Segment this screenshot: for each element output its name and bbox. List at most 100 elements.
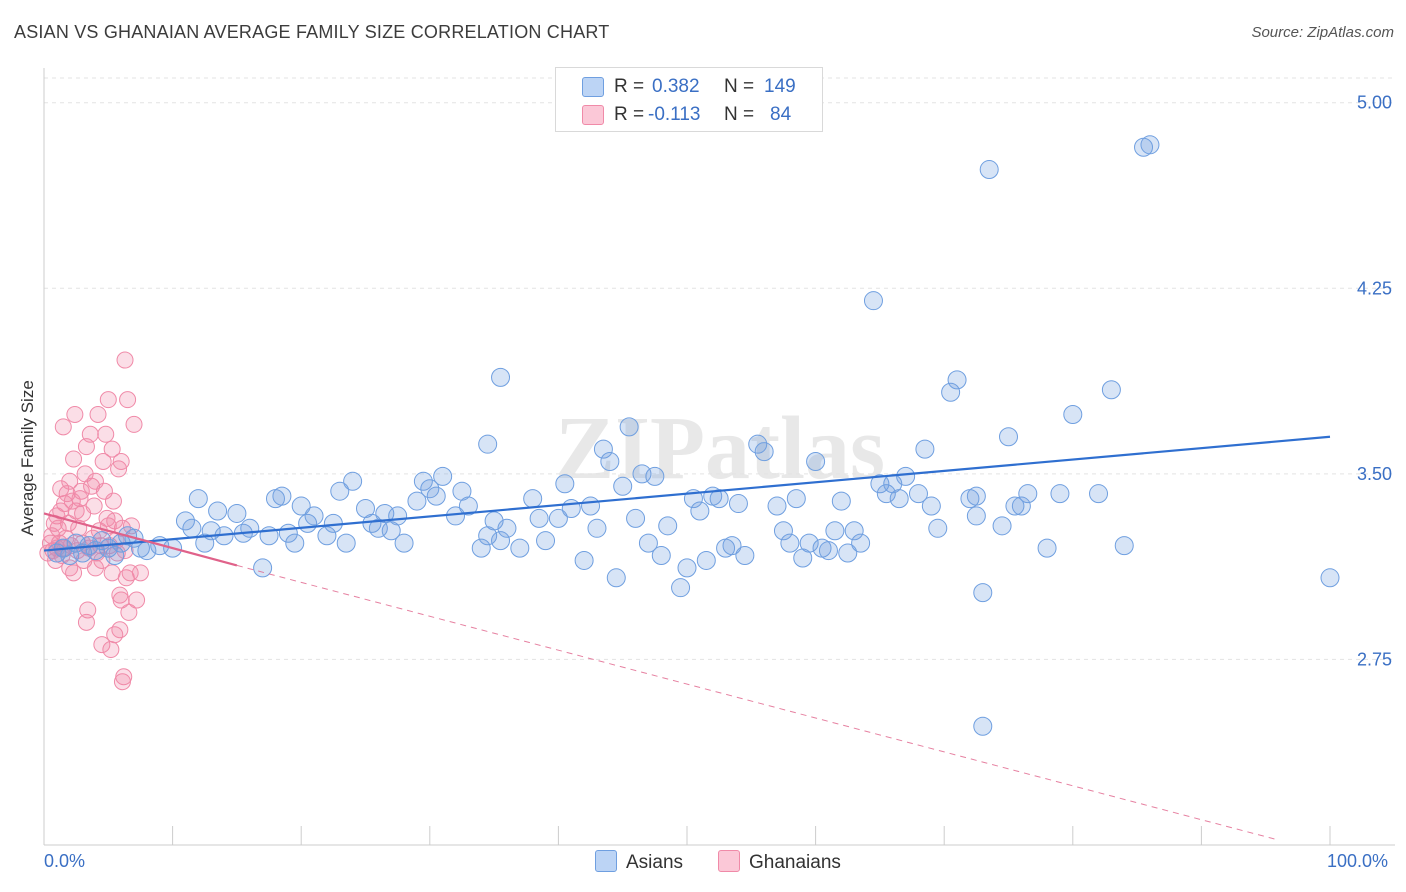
ghanaian-point bbox=[119, 391, 137, 409]
asian-point bbox=[600, 452, 620, 471]
asian-point bbox=[947, 370, 967, 390]
ghanaian-point bbox=[66, 405, 84, 423]
ghanaian-point bbox=[103, 440, 121, 458]
asian-point bbox=[227, 503, 247, 523]
asian-point bbox=[1140, 135, 1160, 155]
ghanaian-point bbox=[97, 425, 115, 443]
bottom-legend-asians: Asians bbox=[595, 850, 683, 874]
ghanaian-points bbox=[39, 351, 149, 691]
y-tick-labels: 2.75 3.50 4.25 5.00 bbox=[1357, 93, 1392, 670]
ghanaian-trend-line bbox=[43, 512, 238, 567]
x-tick-label-max: 100.0% bbox=[1327, 851, 1389, 871]
ghanaian-point bbox=[106, 626, 124, 644]
asian-point bbox=[336, 533, 356, 553]
ghanaian-point bbox=[112, 453, 130, 470]
chart-title: ASIAN VS GHANAIAN AVERAGE FAMILY SIZE CO… bbox=[14, 22, 610, 42]
asian-point bbox=[709, 489, 729, 509]
asian-point bbox=[767, 496, 787, 516]
asian-point bbox=[818, 541, 838, 561]
asian-point bbox=[671, 578, 691, 598]
asian-point bbox=[574, 550, 594, 570]
asian-point bbox=[587, 518, 607, 538]
asian-point bbox=[735, 546, 755, 566]
legend-n-label: N = bbox=[724, 76, 755, 97]
asian-point bbox=[1063, 404, 1083, 424]
legend-swatch-asians bbox=[582, 77, 604, 97]
asian-point bbox=[658, 516, 678, 536]
asian-point bbox=[561, 499, 581, 519]
asian-point bbox=[966, 506, 986, 526]
asian-point bbox=[844, 521, 864, 541]
bottom-legend-swatch-asians bbox=[595, 850, 617, 872]
asian-point bbox=[889, 489, 909, 509]
asian-point bbox=[1037, 538, 1057, 558]
y-tick-label: 5.00 bbox=[1357, 93, 1392, 113]
asian-point bbox=[773, 521, 793, 541]
legend-swatch-ghanaians bbox=[582, 105, 604, 125]
axes bbox=[43, 68, 1395, 846]
asian-point bbox=[651, 546, 671, 566]
ghanaian-point bbox=[122, 517, 140, 535]
asian-point bbox=[188, 489, 208, 509]
asian-point bbox=[510, 538, 530, 558]
asian-point bbox=[548, 508, 568, 528]
legend-n-value-ghanaians: 84 bbox=[770, 104, 792, 125]
asian-point bbox=[420, 479, 440, 499]
asian-point bbox=[208, 501, 228, 521]
asian-point bbox=[491, 531, 511, 551]
asian-point bbox=[478, 434, 498, 454]
asian-point bbox=[195, 533, 215, 553]
ghanaian-point bbox=[111, 621, 129, 639]
ghanaian-point bbox=[79, 601, 97, 619]
legend-r-label: R = bbox=[614, 76, 645, 97]
asian-point bbox=[330, 481, 350, 501]
asian-point bbox=[619, 417, 639, 437]
ghanaian-point bbox=[61, 472, 79, 490]
x-tick-label-min: 0.0% bbox=[44, 851, 86, 871]
asian-points bbox=[47, 135, 1340, 736]
asian-point bbox=[728, 494, 748, 514]
ghanaian-point bbox=[99, 391, 117, 409]
asian-point bbox=[317, 526, 337, 546]
asian-point bbox=[896, 466, 916, 486]
asian-point bbox=[908, 484, 928, 504]
asian-point bbox=[696, 550, 716, 570]
ghanaian-point bbox=[65, 450, 83, 468]
ghanaian-point bbox=[120, 603, 138, 621]
asian-point bbox=[915, 439, 935, 459]
asian-point bbox=[388, 506, 408, 526]
asian-point bbox=[1050, 484, 1070, 504]
asian-point bbox=[786, 489, 806, 509]
asian-point bbox=[471, 538, 491, 558]
ghanaian-point bbox=[125, 415, 143, 433]
asian-point bbox=[433, 466, 453, 486]
asian-point bbox=[253, 558, 273, 578]
ghanaian-point bbox=[104, 492, 122, 510]
ghanaian-point bbox=[94, 453, 112, 470]
legend-box: R = 0.382 N = 149 R = -0.113 N = 84 bbox=[555, 67, 823, 132]
ghanaian-point bbox=[103, 564, 121, 582]
ghanaian-point bbox=[102, 641, 120, 659]
asian-point bbox=[921, 496, 941, 516]
asian-point bbox=[876, 484, 896, 504]
asian-point bbox=[831, 491, 851, 511]
asian-point bbox=[1320, 568, 1340, 588]
asian-point bbox=[645, 466, 665, 486]
y-tick-label: 3.50 bbox=[1357, 464, 1392, 484]
trend-lines bbox=[43, 435, 1331, 841]
ghanaian-point bbox=[93, 636, 111, 654]
asian-point bbox=[426, 486, 446, 506]
asian-trend-line bbox=[43, 435, 1331, 552]
asian-point bbox=[863, 291, 883, 311]
asian-point bbox=[581, 496, 601, 516]
asian-point bbox=[458, 496, 478, 516]
asian-point bbox=[291, 496, 311, 516]
asian-point bbox=[638, 533, 658, 553]
asian-point bbox=[606, 568, 626, 588]
ghanaian-point bbox=[89, 405, 107, 423]
asian-point bbox=[973, 583, 993, 603]
legend-row-ghanaians: R = -0.113 N = 84 bbox=[556, 101, 822, 129]
asian-point bbox=[677, 558, 697, 578]
legend-row-asians: R = 0.382 N = 149 bbox=[556, 73, 822, 101]
